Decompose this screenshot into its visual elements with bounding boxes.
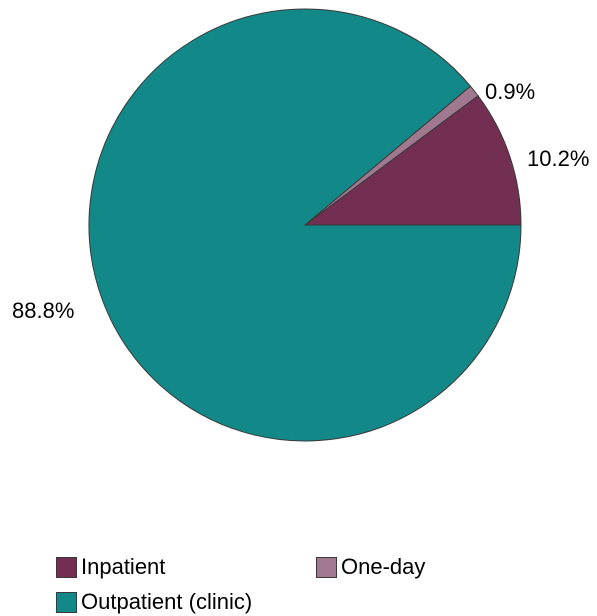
data-label-inpatient: 10.2% (527, 146, 589, 171)
data-label-outpatient-clinic: 88.8% (12, 298, 74, 323)
pie-slice-inpatient (303, 95, 522, 226)
pie-data-labels: 10.2% 0.9% 88.8% (12, 79, 589, 323)
data-label-one-day: 0.9% (485, 79, 535, 104)
pie-slices (88, 8, 522, 442)
pie-slice-outpatient-clinic (88, 8, 522, 442)
